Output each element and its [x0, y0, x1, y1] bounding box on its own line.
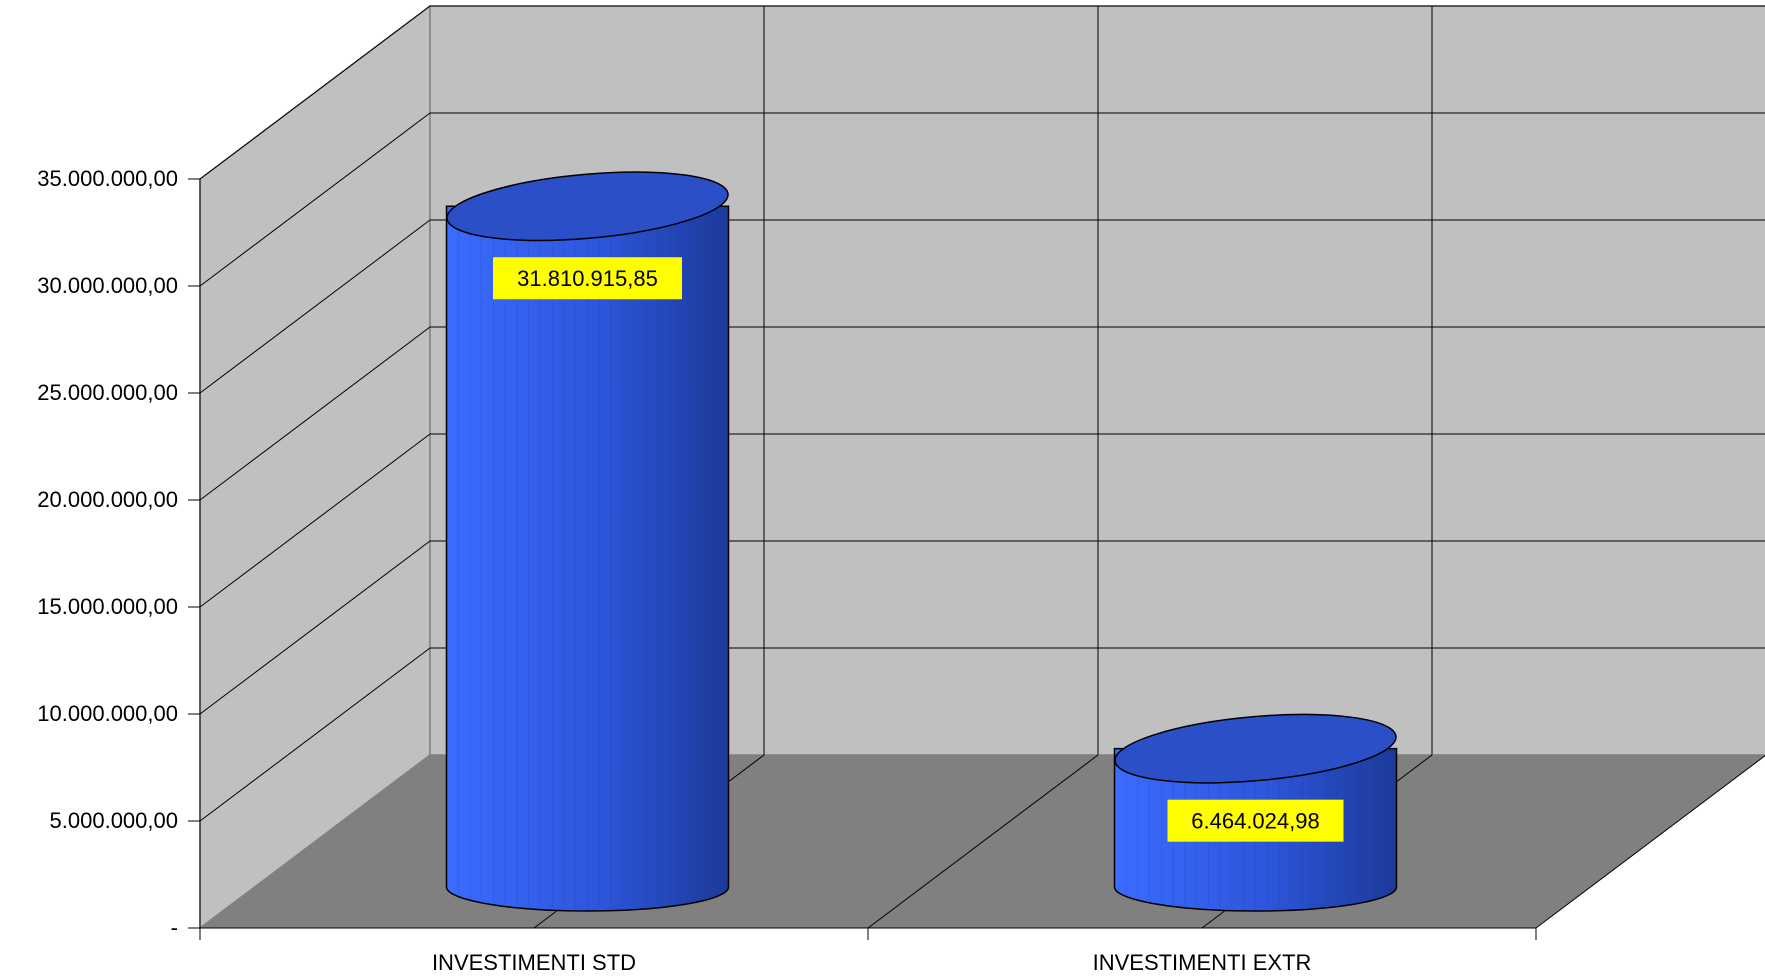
bar: [445, 171, 730, 912]
floor-edge: [1535, 755, 1765, 929]
plot-walls: [199, 4, 1765, 930]
bar-top: [1114, 713, 1397, 784]
data-label: 31.810.915,85: [493, 257, 682, 300]
grid-line-floor: [867, 754, 1099, 929]
grid-line-side: [199, 326, 431, 501]
y-tick-label: 20.000.000,00: [37, 487, 178, 512]
bars: [445, 171, 1398, 912]
y-tick-label: -: [171, 915, 178, 940]
data-label-text: 31.810.915,85: [517, 266, 658, 291]
y-tick-label: 10.000.000,00: [37, 701, 178, 726]
x-tick-label: INVESTIMENTI STD: [432, 950, 636, 975]
grid-line-side: [199, 112, 431, 287]
y-axis-ticks: - 5.000.000,00 10.000.000,00 15.000.000,00 2…: [37, 166, 200, 940]
y-tick-label: 15.000.000,00: [37, 594, 178, 619]
data-label-box: [493, 257, 682, 300]
grid-line-side: [199, 5, 431, 180]
bar-top: [446, 171, 729, 242]
y-tick-label: 25.000.000,00: [37, 380, 178, 405]
grid-line-side: [199, 433, 431, 608]
data-label-box: [1167, 799, 1344, 842]
data-label-text: 6.464.024,98: [1191, 809, 1319, 834]
data-label: 6.464.024,98: [1167, 799, 1344, 842]
grid-line-side: [199, 647, 431, 822]
bar-body: [445, 205, 730, 912]
x-axis-ticks: INVESTIMENTI STD INVESTIMENTI EXTR: [199, 928, 1537, 975]
grid-line-side: [199, 219, 431, 394]
x-tick-label: INVESTIMENTI EXTR: [1093, 950, 1312, 975]
data-labels: 31.810.915,85 6.464.024,98: [493, 257, 1344, 842]
y-tick-label: 30.000.000,00: [37, 273, 178, 298]
grid-line-side: [199, 540, 431, 715]
y-tick-label: 5.000.000,00: [50, 808, 178, 833]
y-tick-label: 35.000.000,00: [37, 166, 178, 191]
